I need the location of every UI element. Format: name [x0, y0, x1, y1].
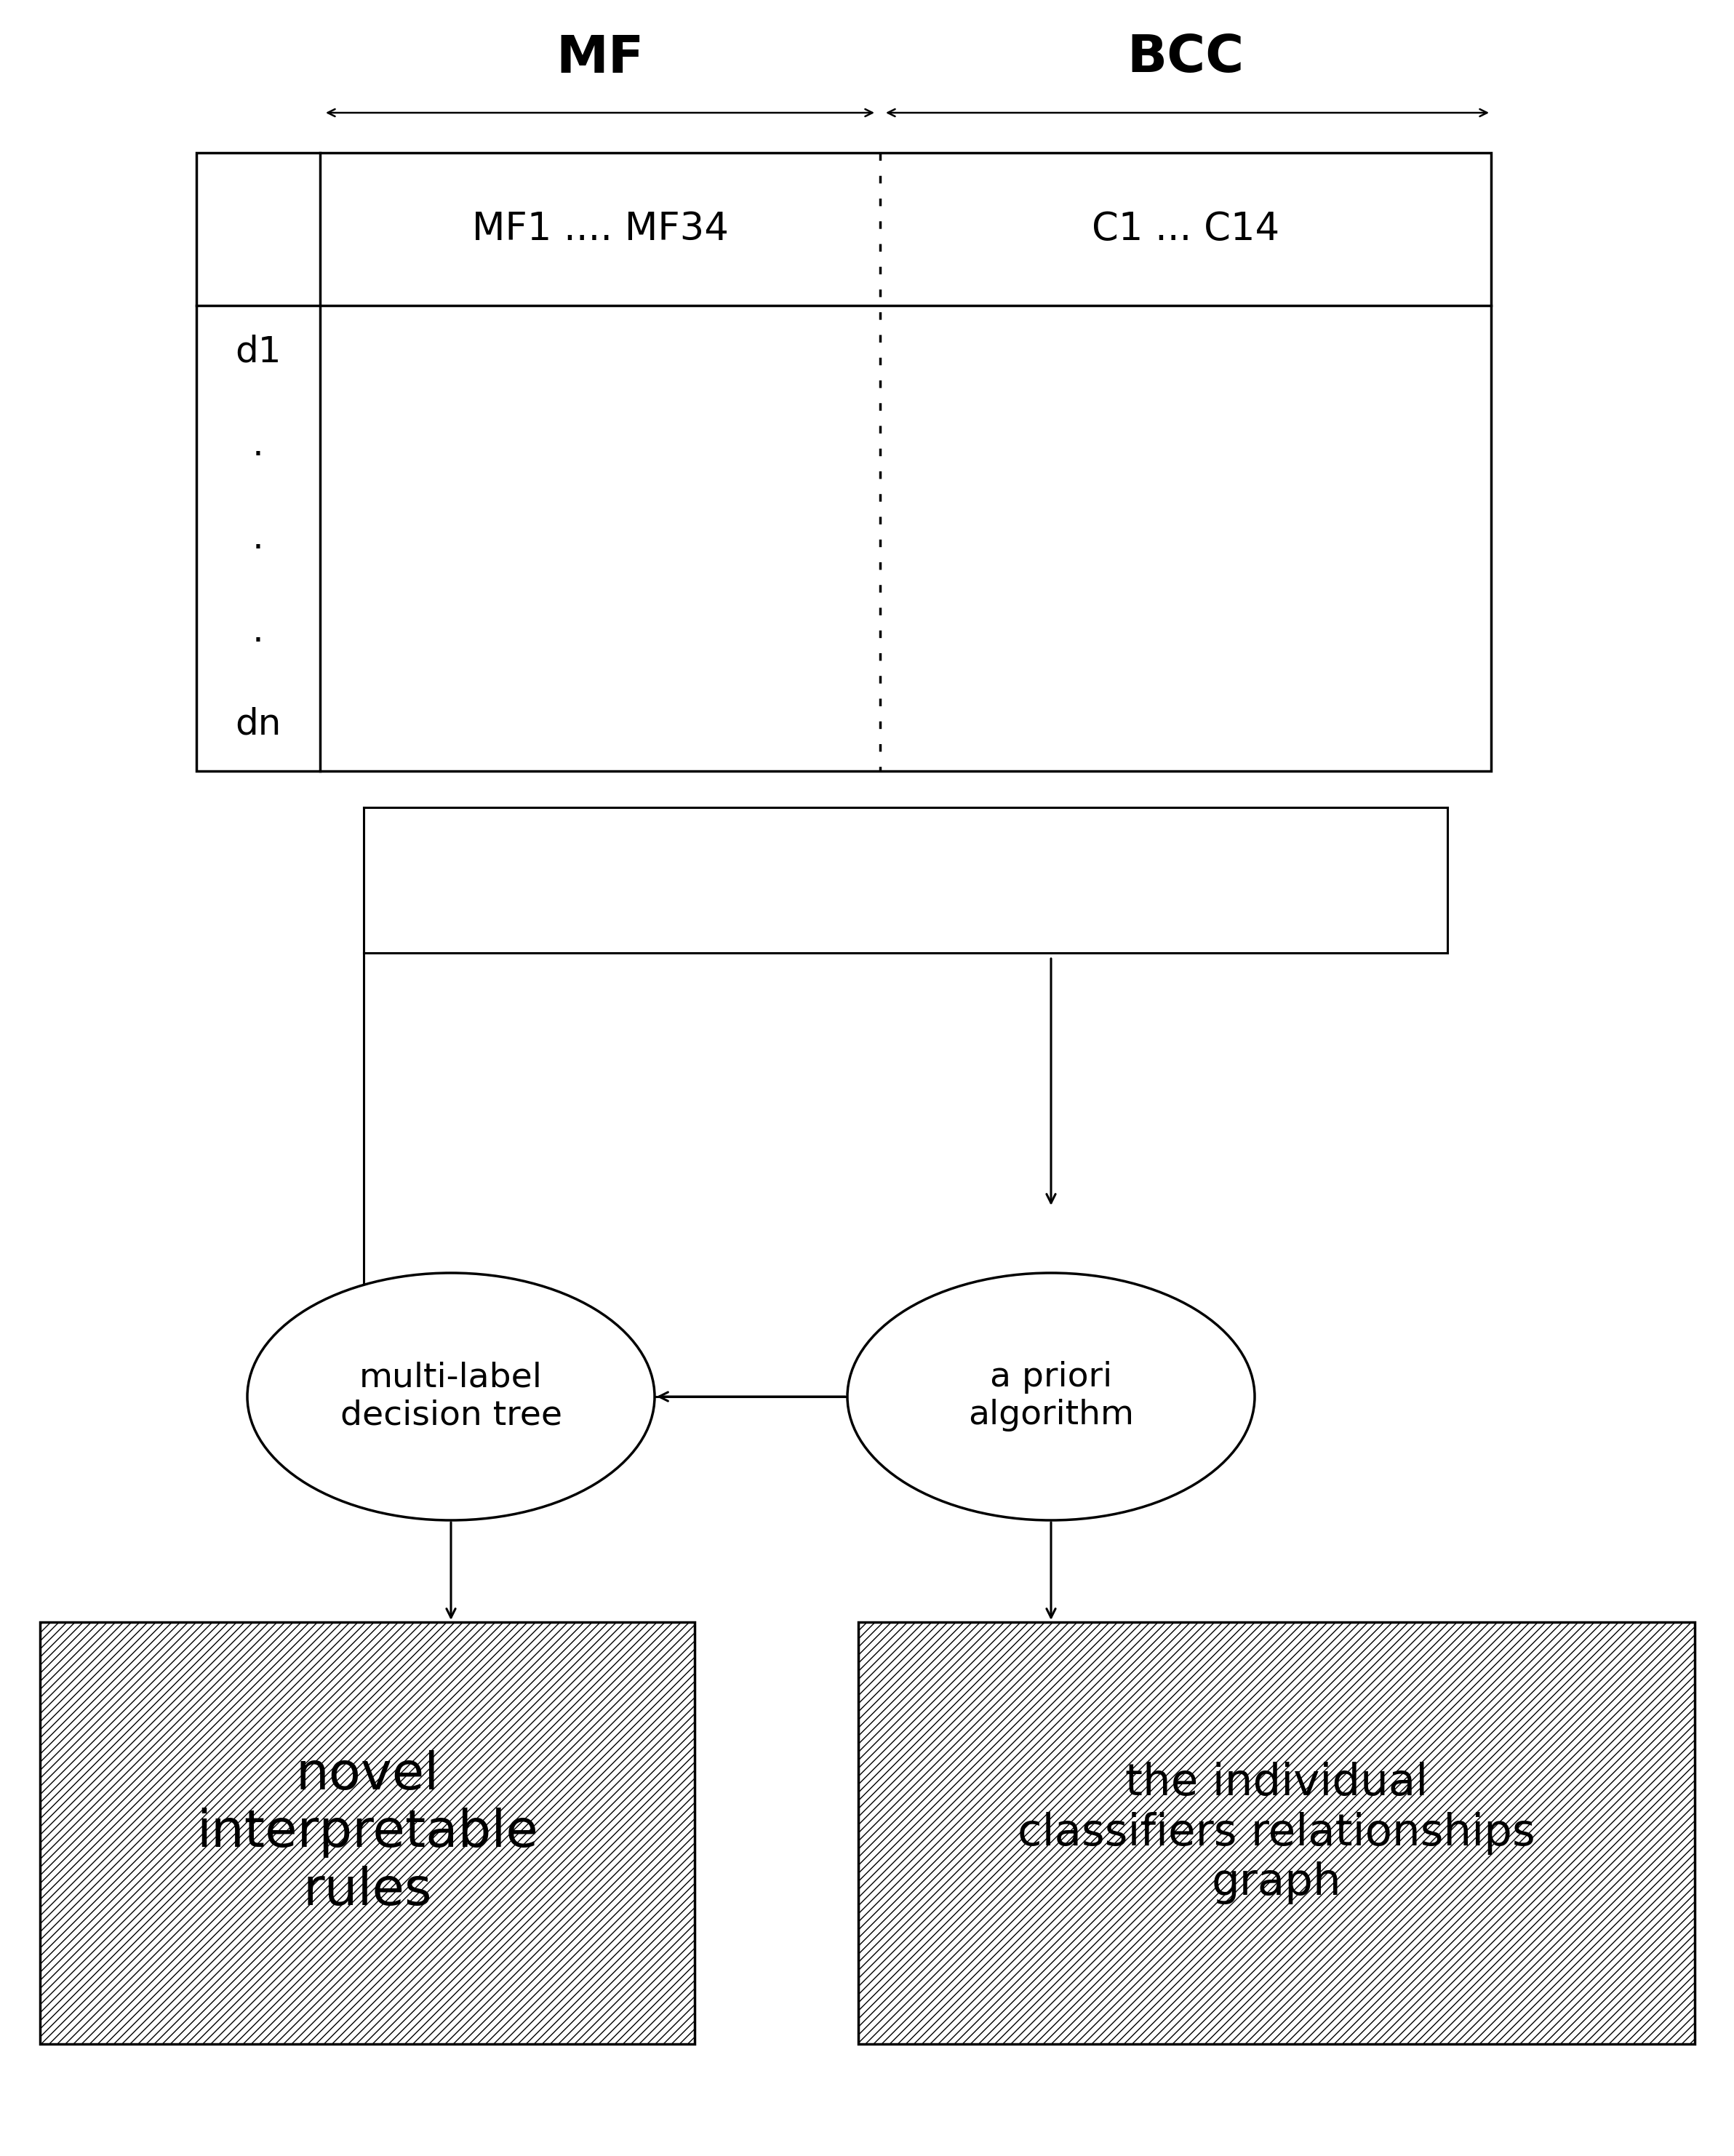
- Text: .: .: [253, 614, 264, 649]
- Text: multi-label
decision tree: multi-label decision tree: [340, 1360, 562, 1432]
- Text: the individual
classifiers relationships
graph: the individual classifiers relationships…: [1018, 1761, 1535, 1904]
- Text: MF1 .... MF34: MF1 .... MF34: [472, 211, 728, 248]
- Text: novel
interpretable
rules: novel interpretable rules: [196, 1751, 538, 1917]
- Text: BCC: BCC: [1127, 32, 1245, 84]
- Ellipse shape: [848, 1272, 1255, 1520]
- Text: .: .: [253, 427, 264, 464]
- Bar: [196, 153, 1491, 772]
- Text: a priori
algorithm: a priori algorithm: [968, 1360, 1134, 1432]
- Bar: [858, 1621, 1694, 2044]
- Bar: [40, 1621, 695, 2044]
- Text: C1 ... C14: C1 ... C14: [1092, 211, 1280, 248]
- Text: dn: dn: [236, 707, 281, 742]
- Text: d1: d1: [236, 334, 281, 369]
- Text: MF: MF: [557, 32, 643, 84]
- Ellipse shape: [248, 1272, 655, 1520]
- Text: .: .: [253, 522, 264, 556]
